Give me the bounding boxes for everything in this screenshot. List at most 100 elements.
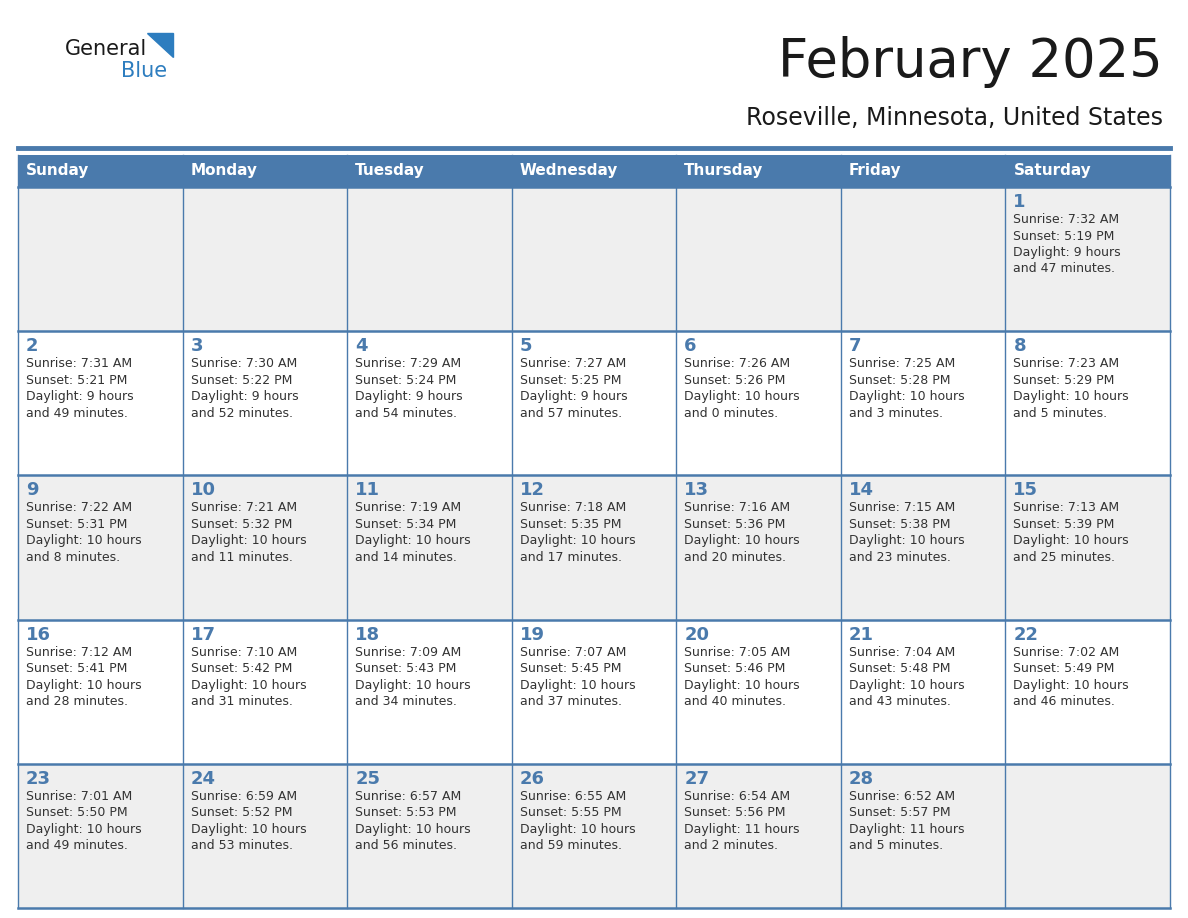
Bar: [18, 620, 183, 764]
Text: Daylight: 9 hours: Daylight: 9 hours: [519, 390, 627, 403]
Text: Sunrise: 6:59 AM: Sunrise: 6:59 AM: [190, 789, 297, 803]
Text: Sunrise: 7:09 AM: Sunrise: 7:09 AM: [355, 645, 461, 658]
Text: Daylight: 10 hours: Daylight: 10 hours: [26, 534, 141, 547]
Text: and 5 minutes.: and 5 minutes.: [1013, 407, 1107, 420]
Text: Sunrise: 7:32 AM: Sunrise: 7:32 AM: [1013, 213, 1119, 226]
Text: Daylight: 10 hours: Daylight: 10 hours: [1013, 390, 1129, 403]
Bar: [18, 331, 183, 476]
Text: Daylight: 10 hours: Daylight: 10 hours: [684, 678, 800, 691]
Text: Sunset: 5:45 PM: Sunset: 5:45 PM: [519, 662, 621, 675]
Text: Daylight: 11 hours: Daylight: 11 hours: [684, 823, 800, 835]
Bar: [183, 155, 347, 187]
Text: Sunrise: 7:15 AM: Sunrise: 7:15 AM: [849, 501, 955, 514]
Bar: [841, 620, 1005, 764]
Bar: [512, 331, 676, 476]
Text: General: General: [65, 39, 147, 59]
Text: Sunset: 5:46 PM: Sunset: 5:46 PM: [684, 662, 785, 675]
Text: Daylight: 10 hours: Daylight: 10 hours: [849, 534, 965, 547]
Bar: [676, 187, 841, 331]
Bar: [347, 620, 512, 764]
Text: and 49 minutes.: and 49 minutes.: [26, 839, 128, 852]
Bar: [1005, 331, 1170, 476]
Bar: [1005, 155, 1170, 187]
Bar: [347, 155, 512, 187]
Text: Sunrise: 7:12 AM: Sunrise: 7:12 AM: [26, 645, 132, 658]
Text: 8: 8: [1013, 337, 1026, 355]
Text: and 5 minutes.: and 5 minutes.: [849, 839, 943, 852]
Text: Daylight: 10 hours: Daylight: 10 hours: [519, 823, 636, 835]
Text: Sunrise: 7:30 AM: Sunrise: 7:30 AM: [190, 357, 297, 370]
Bar: [841, 476, 1005, 620]
Bar: [512, 620, 676, 764]
Text: Friday: Friday: [849, 163, 902, 178]
Text: 15: 15: [1013, 481, 1038, 499]
Text: Sunset: 5:53 PM: Sunset: 5:53 PM: [355, 806, 456, 819]
Text: Wednesday: Wednesday: [519, 163, 618, 178]
Text: and 28 minutes.: and 28 minutes.: [26, 695, 128, 708]
Text: Daylight: 10 hours: Daylight: 10 hours: [26, 823, 141, 835]
Text: Sunset: 5:57 PM: Sunset: 5:57 PM: [849, 806, 950, 819]
Text: 27: 27: [684, 770, 709, 788]
Text: Daylight: 10 hours: Daylight: 10 hours: [190, 678, 307, 691]
Text: 18: 18: [355, 625, 380, 644]
Text: Sunset: 5:50 PM: Sunset: 5:50 PM: [26, 806, 127, 819]
Text: Daylight: 9 hours: Daylight: 9 hours: [355, 390, 463, 403]
Bar: [512, 476, 676, 620]
Text: Sunrise: 7:31 AM: Sunrise: 7:31 AM: [26, 357, 132, 370]
Bar: [347, 187, 512, 331]
Text: Daylight: 10 hours: Daylight: 10 hours: [1013, 678, 1129, 691]
Text: Sunrise: 7:07 AM: Sunrise: 7:07 AM: [519, 645, 626, 658]
Text: Daylight: 11 hours: Daylight: 11 hours: [849, 823, 965, 835]
Text: Daylight: 10 hours: Daylight: 10 hours: [684, 534, 800, 547]
Text: Sunrise: 7:23 AM: Sunrise: 7:23 AM: [1013, 357, 1119, 370]
Text: 2: 2: [26, 337, 38, 355]
Text: Sunrise: 7:01 AM: Sunrise: 7:01 AM: [26, 789, 132, 803]
Text: and 8 minutes.: and 8 minutes.: [26, 551, 120, 564]
Text: Sunset: 5:38 PM: Sunset: 5:38 PM: [849, 518, 950, 531]
Text: and 46 minutes.: and 46 minutes.: [1013, 695, 1116, 708]
Text: Daylight: 10 hours: Daylight: 10 hours: [355, 678, 470, 691]
Text: and 56 minutes.: and 56 minutes.: [355, 839, 457, 852]
Bar: [1005, 620, 1170, 764]
Text: and 23 minutes.: and 23 minutes.: [849, 551, 950, 564]
Text: Daylight: 9 hours: Daylight: 9 hours: [190, 390, 298, 403]
Text: Sunrise: 7:05 AM: Sunrise: 7:05 AM: [684, 645, 791, 658]
Bar: [841, 764, 1005, 908]
Text: Sunrise: 7:16 AM: Sunrise: 7:16 AM: [684, 501, 790, 514]
Text: Sunset: 5:22 PM: Sunset: 5:22 PM: [190, 374, 292, 386]
Text: Sunrise: 7:25 AM: Sunrise: 7:25 AM: [849, 357, 955, 370]
Text: and 47 minutes.: and 47 minutes.: [1013, 263, 1116, 275]
Bar: [183, 331, 347, 476]
Text: Sunrise: 6:55 AM: Sunrise: 6:55 AM: [519, 789, 626, 803]
Bar: [18, 764, 183, 908]
Text: Daylight: 10 hours: Daylight: 10 hours: [849, 390, 965, 403]
Bar: [512, 764, 676, 908]
Text: and 49 minutes.: and 49 minutes.: [26, 407, 128, 420]
Text: and 2 minutes.: and 2 minutes.: [684, 839, 778, 852]
Text: 7: 7: [849, 337, 861, 355]
Bar: [676, 476, 841, 620]
Text: Sunset: 5:52 PM: Sunset: 5:52 PM: [190, 806, 292, 819]
Bar: [18, 187, 183, 331]
Text: Sunday: Sunday: [26, 163, 89, 178]
Text: and 37 minutes.: and 37 minutes.: [519, 695, 621, 708]
Text: 13: 13: [684, 481, 709, 499]
Text: Monday: Monday: [190, 163, 258, 178]
Bar: [183, 476, 347, 620]
Text: Sunset: 5:34 PM: Sunset: 5:34 PM: [355, 518, 456, 531]
Bar: [1005, 187, 1170, 331]
Text: Sunrise: 7:26 AM: Sunrise: 7:26 AM: [684, 357, 790, 370]
Bar: [18, 476, 183, 620]
Bar: [18, 155, 183, 187]
Text: Daylight: 10 hours: Daylight: 10 hours: [355, 823, 470, 835]
Bar: [512, 155, 676, 187]
Bar: [183, 187, 347, 331]
Text: Sunset: 5:25 PM: Sunset: 5:25 PM: [519, 374, 621, 386]
Text: Sunrise: 7:21 AM: Sunrise: 7:21 AM: [190, 501, 297, 514]
Text: and 17 minutes.: and 17 minutes.: [519, 551, 621, 564]
Text: Daylight: 10 hours: Daylight: 10 hours: [519, 678, 636, 691]
Bar: [676, 331, 841, 476]
Text: Sunset: 5:29 PM: Sunset: 5:29 PM: [1013, 374, 1114, 386]
Text: 3: 3: [190, 337, 203, 355]
Text: 16: 16: [26, 625, 51, 644]
